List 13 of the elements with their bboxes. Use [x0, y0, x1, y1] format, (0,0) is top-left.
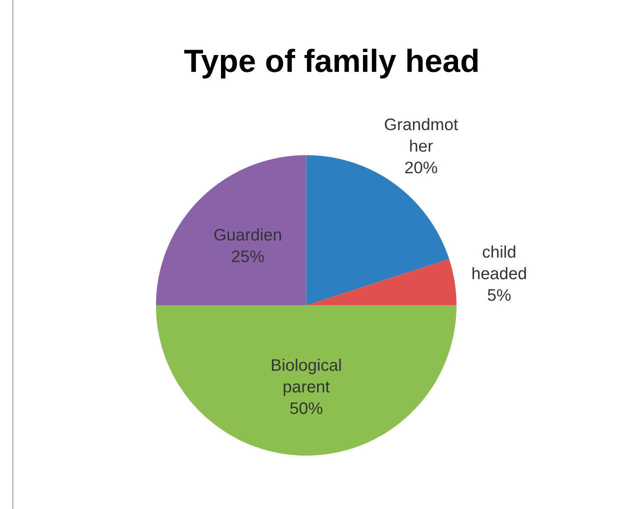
slice-label: Grandmot her: [384, 118, 458, 152]
slice-label: child headed: [472, 245, 526, 280]
pie-slice: [156, 155, 306, 306]
slice-label: Biological parent: [272, 358, 341, 396]
data-label: 25%: [232, 250, 264, 262]
pie-slice: [306, 155, 450, 306]
chart-title: Type of family head: [184, 48, 478, 79]
data-label: 5%: [488, 289, 511, 301]
pie-slice: [306, 258, 457, 306]
data-label: 50%: [290, 402, 322, 414]
pie-slice: [156, 305, 457, 456]
slice-label: Guardien: [214, 228, 281, 241]
data-label: 20%: [405, 162, 438, 174]
